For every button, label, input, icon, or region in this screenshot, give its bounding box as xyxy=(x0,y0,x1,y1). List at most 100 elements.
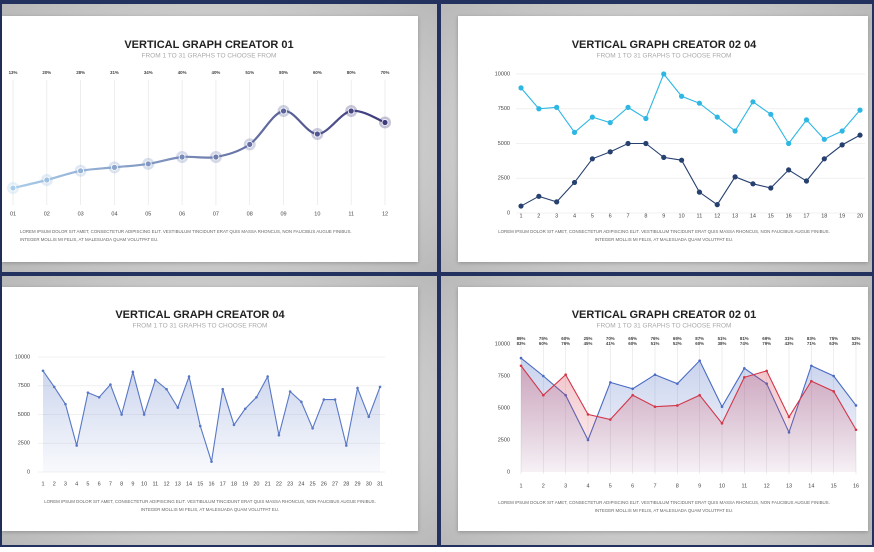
x-tick-label: 11 xyxy=(348,211,354,217)
x-tick-label: 15 xyxy=(768,213,774,219)
marker xyxy=(564,373,567,377)
marker xyxy=(542,374,545,378)
area xyxy=(521,365,856,472)
x-tick-label: 16 xyxy=(208,481,214,487)
marker xyxy=(210,460,213,463)
marker xyxy=(142,413,146,416)
marker xyxy=(97,395,101,399)
x-tick-label: 8 xyxy=(120,481,123,487)
marker xyxy=(212,153,220,161)
marker xyxy=(676,382,679,385)
x-tick-label: 04 xyxy=(111,211,117,217)
value-label: 40% xyxy=(178,70,187,75)
marker xyxy=(857,132,863,138)
marker xyxy=(178,153,186,161)
value-label: 70% xyxy=(606,336,615,341)
x-tick-label: 6 xyxy=(98,481,101,487)
value-label: 74% xyxy=(740,341,749,346)
y-tick-label: 2500 xyxy=(498,176,510,182)
marker xyxy=(839,128,845,134)
marker xyxy=(714,202,720,208)
x-tick-label: 10 xyxy=(141,481,147,487)
x-tick-label: 9 xyxy=(662,213,665,219)
line xyxy=(520,134,861,207)
marker xyxy=(609,381,612,384)
marker xyxy=(832,374,835,378)
marker xyxy=(187,375,191,378)
footer-text: LOREM IPSUM DOLOR SIT AMET, CONSECTETUR … xyxy=(498,500,830,505)
value-label: 63% xyxy=(829,341,838,346)
y-tick-label: 7500 xyxy=(18,383,30,389)
marker xyxy=(653,405,657,409)
marker xyxy=(519,356,523,360)
x-tick-label: 19 xyxy=(839,213,845,219)
value-label: 60% xyxy=(539,341,548,346)
marker xyxy=(732,174,738,180)
marker xyxy=(198,424,202,428)
x-tick-label: 03 xyxy=(78,211,84,217)
marker xyxy=(255,395,258,399)
value-label: 41% xyxy=(606,341,615,346)
marker xyxy=(661,154,667,160)
marker xyxy=(120,413,123,416)
line xyxy=(520,72,861,145)
value-label: 70% xyxy=(381,70,390,75)
x-tick-label: 22 xyxy=(276,481,282,487)
marker xyxy=(839,142,845,148)
marker xyxy=(266,375,269,378)
value-label: 60% xyxy=(628,341,637,346)
marker xyxy=(643,140,649,147)
x-tick-label: 9 xyxy=(131,481,134,487)
marker xyxy=(571,129,578,135)
x-tick-label: 18 xyxy=(231,481,237,487)
x-tick-label: 07 xyxy=(213,211,219,217)
x-tick-label: 4 xyxy=(586,483,589,489)
marker xyxy=(720,422,724,425)
y-tick-label: 2500 xyxy=(498,437,510,443)
x-tick-label: 10 xyxy=(679,213,685,219)
x-tick-label: 12 xyxy=(382,211,388,217)
x-tick-label: 10 xyxy=(314,211,320,217)
marker xyxy=(821,156,827,162)
marker xyxy=(832,390,835,393)
marker xyxy=(609,418,612,421)
value-label: 34% xyxy=(144,70,153,75)
x-tick-label: 5 xyxy=(591,213,594,219)
marker xyxy=(696,100,703,106)
marker xyxy=(589,156,595,162)
value-label: 80% xyxy=(279,70,288,75)
marker xyxy=(810,379,813,383)
chart-title: VERTICAL GRAPH CREATOR 02 04 xyxy=(572,39,757,51)
x-tick-label: 1 xyxy=(519,213,522,219)
x-tick-label: 15 xyxy=(831,483,837,489)
x-tick-label: 17 xyxy=(803,213,809,219)
marker xyxy=(625,104,631,110)
footer-text: INTEGER MOLLIS MI FELIS, AT MALESUADA QU… xyxy=(141,507,279,512)
x-tick-label: 8 xyxy=(644,213,647,219)
marker xyxy=(554,104,560,110)
x-tick-label: 24 xyxy=(298,481,304,487)
marker xyxy=(518,85,524,91)
x-tick-label: 3 xyxy=(564,483,567,489)
value-label: 60% xyxy=(695,341,704,346)
value-label: 76% xyxy=(651,336,660,341)
x-tick-label: 11 xyxy=(741,483,747,489)
marker xyxy=(698,393,701,397)
marker xyxy=(75,444,78,447)
marker xyxy=(322,398,326,401)
value-label: 33% xyxy=(852,341,861,346)
x-tick-label: 11 xyxy=(697,213,703,219)
x-tick-label: 7 xyxy=(653,483,656,489)
x-tick-label: 13 xyxy=(175,481,181,487)
footer-text: INTEGER MOLLIS MI FELIS, AT MALESUADA QU… xyxy=(595,508,733,513)
marker xyxy=(765,369,768,373)
x-tick-label: 1 xyxy=(41,481,44,487)
chart-subtitle: FROM 1 TO 31 GRAPHS TO CHOOSE FROM xyxy=(142,53,277,60)
x-tick-label: 15 xyxy=(197,481,203,487)
value-label: 28% xyxy=(76,70,85,75)
x-tick-label: 06 xyxy=(179,211,185,217)
value-label: 60% xyxy=(313,70,322,75)
x-tick-label: 10 xyxy=(719,483,725,489)
y-tick-label: 5000 xyxy=(498,405,510,411)
marker xyxy=(176,406,180,409)
